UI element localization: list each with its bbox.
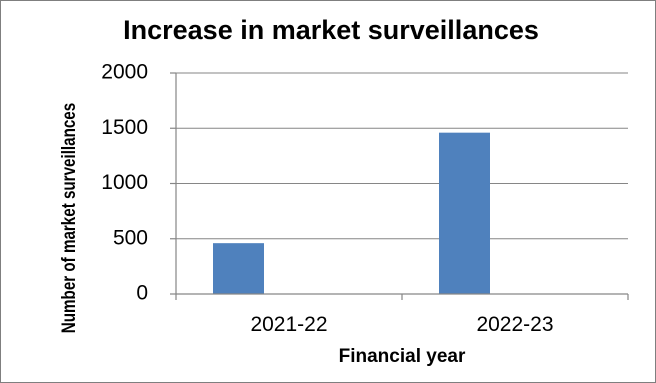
x-tick-label: 2022-23: [476, 313, 553, 336]
y-tick-label: 1500: [101, 116, 148, 139]
x-tick-label: 2021-22: [250, 313, 327, 336]
y-axis-title: Number of market surveillances: [57, 103, 79, 333]
y-tick-label: 1000: [101, 171, 148, 194]
x-tick-labels: 2021-22 2022-23: [250, 313, 553, 336]
x-tick-marks: [175, 294, 629, 300]
bar-2021-22: [213, 243, 264, 294]
y-tick-label: 500: [113, 226, 148, 249]
bar-2022-23: [439, 132, 490, 294]
y-tick-label: 2000: [101, 61, 148, 84]
chart-title: Increase in market surveillances: [123, 15, 539, 45]
y-tick-label: 0: [136, 282, 148, 305]
bars: [213, 132, 490, 294]
gridlines: [170, 72, 628, 295]
y-tick-labels: 0 500 1000 1500 2000: [101, 61, 148, 305]
x-axis-title: Financial year: [339, 346, 466, 367]
